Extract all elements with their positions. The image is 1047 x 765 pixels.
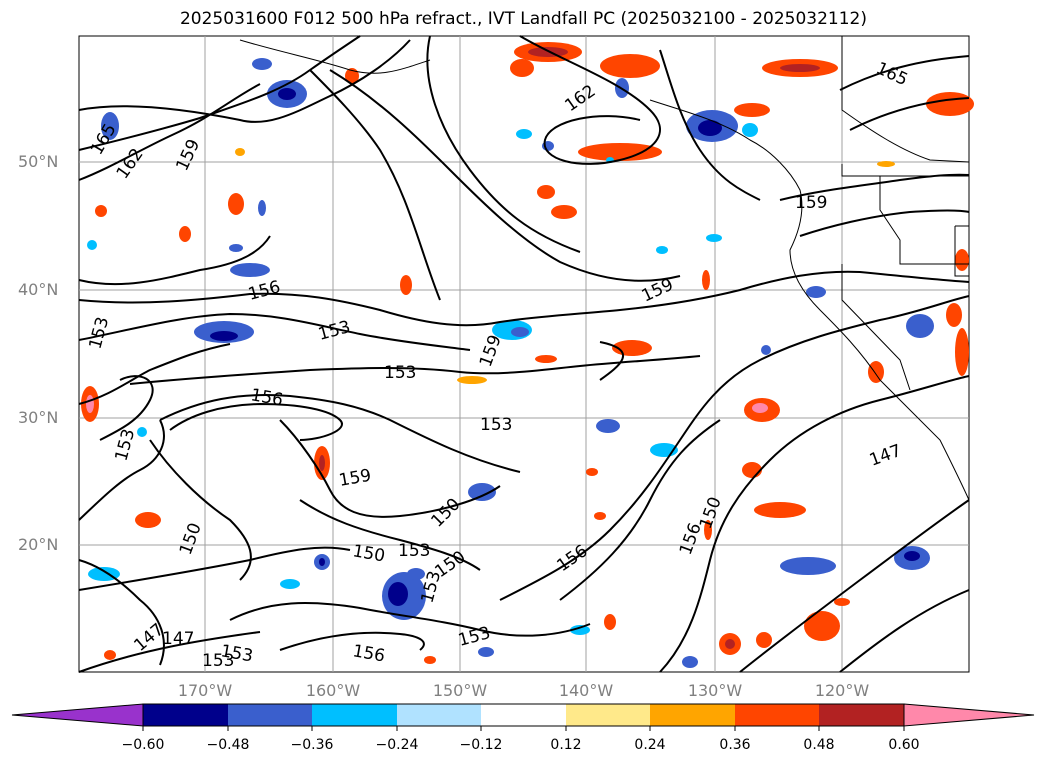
colorbar-tick-label: −0.36	[290, 737, 334, 753]
contour-label: 147	[162, 629, 194, 649]
lon-label-140w: 140°W	[558, 681, 614, 700]
lon-label-170w: 170°W	[177, 681, 233, 700]
colorbar-tick-label: −0.60	[121, 737, 165, 753]
map-title: 2025031600 F012 500 hPa refract., IVT La…	[179, 9, 867, 29]
colorbar-tick-label: −0.12	[459, 737, 503, 753]
contour-label: 153	[480, 415, 512, 435]
colorbar-tick-label: 0.12	[550, 737, 582, 753]
graticule	[79, 36, 969, 672]
contour-label: 153	[398, 541, 430, 561]
lon-label-120w: 120°W	[814, 681, 870, 700]
height-contours	[78, 35, 970, 673]
colorbar	[11, 703, 1035, 731]
colorbar-tick-label: −0.24	[375, 737, 419, 753]
contour-label: 159	[795, 193, 827, 213]
colorbar-tick-label: 0.36	[719, 737, 751, 753]
lon-label-130w: 130°W	[687, 681, 743, 700]
lon-label-150w: 150°W	[432, 681, 488, 700]
lat-label-50n: 50°N	[18, 152, 59, 171]
coastline	[239, 36, 970, 501]
contour-label: 153	[384, 363, 416, 383]
lat-label-40n: 40°N	[18, 280, 59, 299]
lat-label-30n: 30°N	[18, 408, 59, 427]
colorbar-tick-label: 0.60	[888, 737, 920, 753]
lon-label-160w: 160°W	[305, 681, 361, 700]
contour-label: 153	[202, 651, 234, 671]
colorbar-tick-label: −0.48	[206, 737, 250, 753]
lat-label-20n: 20°N	[18, 535, 59, 554]
colorbar-tick-label: 0.48	[803, 737, 835, 753]
colorbar-tick-label: 0.24	[634, 737, 666, 753]
refractivity-fill	[81, 42, 974, 668]
